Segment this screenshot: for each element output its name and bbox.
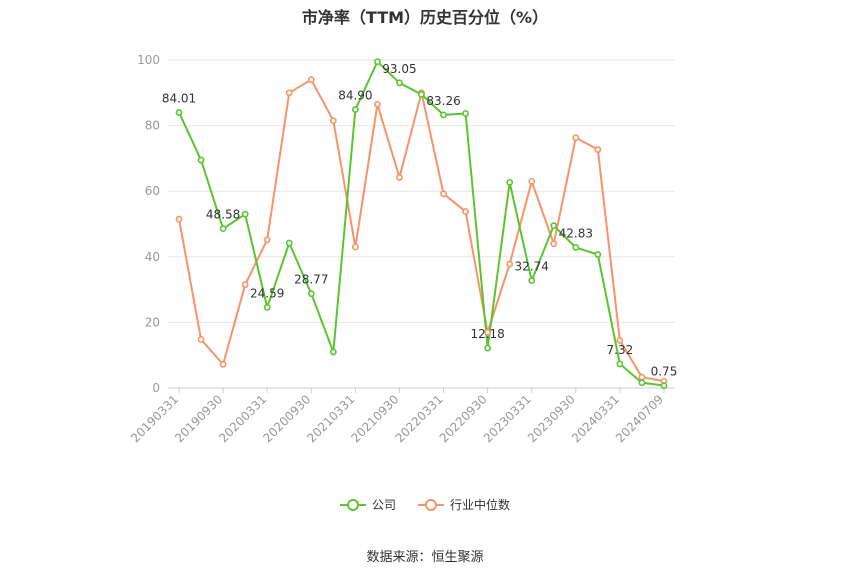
data-label: 12.18 [470,327,504,341]
data-label: 32.74 [515,260,549,274]
y-tick-label: 40 [145,250,160,264]
y-tick-label: 0 [152,381,160,395]
data-point-1 [440,190,447,198]
data-point-0 [418,91,425,98]
source-note: 数据来源：恒生聚源 [366,550,484,565]
data-point-1 [550,240,558,248]
data-point-1 [329,117,337,125]
legend-item-company[interactable]: 公司 [339,496,396,513]
data-point-0 [307,290,315,298]
data-label: 48.58 [206,208,240,222]
data-point-1 [594,146,602,153]
data-point-1 [307,76,315,84]
data-point-0 [550,222,558,230]
data-point-1 [219,360,227,368]
data-point-1 [616,337,624,344]
data-point-1 [638,373,646,381]
data-point-1 [241,281,249,289]
x-axis: 2019033120190930202003312020093020210331… [128,388,666,445]
y-tick-label: 60 [145,184,160,198]
data-point-0 [594,251,602,258]
data-point-1 [374,100,381,108]
data-point-0 [572,244,580,251]
chart-title: 市净率（TTM）历史百分位（%） [301,8,549,27]
grid-lines [168,59,675,389]
data-point-0 [616,360,624,368]
legend: 公司 行业中位数 [0,496,850,513]
data-point-0 [241,210,249,218]
data-point-0 [660,382,668,389]
y-tick-label: 20 [145,315,160,329]
series-line-0 [178,60,665,387]
data-point-1 [484,328,492,336]
data-label: 84.90 [338,89,372,103]
data-label: 24.59 [250,286,284,300]
data-point-0 [175,109,183,116]
data-point-0 [506,178,514,186]
x-tick-label: 20240709 [613,392,666,445]
data-point-0 [462,110,469,117]
legend-label-company: 公司 [371,498,396,512]
data-label: 42.83 [559,227,593,241]
data-point-1 [572,134,580,142]
data-point-1 [175,215,183,223]
data-label: 93.05 [382,62,416,76]
series-lines [178,60,665,387]
data-point-0 [285,239,293,247]
legend-marker-company [339,498,366,511]
data-labels: 84.01 48.58 24.59 28.77 84.90 93.05 83.26 12.18… [162,62,677,379]
data-point-1 [197,336,205,343]
data-label: 28.77 [294,273,328,287]
legend-item-industry[interactable]: 行业中位数 [418,496,510,513]
y-tick-label: 80 [145,119,160,133]
data-point-0 [638,379,646,387]
data-point-0 [440,111,447,119]
data-label: 84.01 [162,91,196,105]
data-point-0 [484,344,492,352]
data-point-0 [351,106,359,113]
data-point-1 [462,208,469,215]
data-label: 7.32 [607,343,634,357]
data-point-0 [329,348,337,356]
y-tick-label: 100 [137,53,160,67]
data-point-0 [528,277,536,285]
data-point-1 [263,236,271,244]
data-label: 83.26 [426,94,460,108]
data-point-1 [506,260,514,268]
legend-marker-industry [418,498,444,511]
data-point-0 [197,156,205,164]
data-point-1 [285,89,293,97]
data-point-0 [263,303,271,311]
data-label: 0.75 [651,365,678,379]
series-points [175,58,668,389]
data-point-0 [396,79,403,87]
data-point-0 [219,225,227,233]
data-point-1 [396,174,403,181]
y-axis: 0 20 40 60 80 100 [137,53,160,395]
legend-label-industry: 行业中位数 [450,498,511,512]
data-point-1 [351,243,359,251]
data-point-0 [374,58,381,66]
data-point-1 [528,177,536,185]
